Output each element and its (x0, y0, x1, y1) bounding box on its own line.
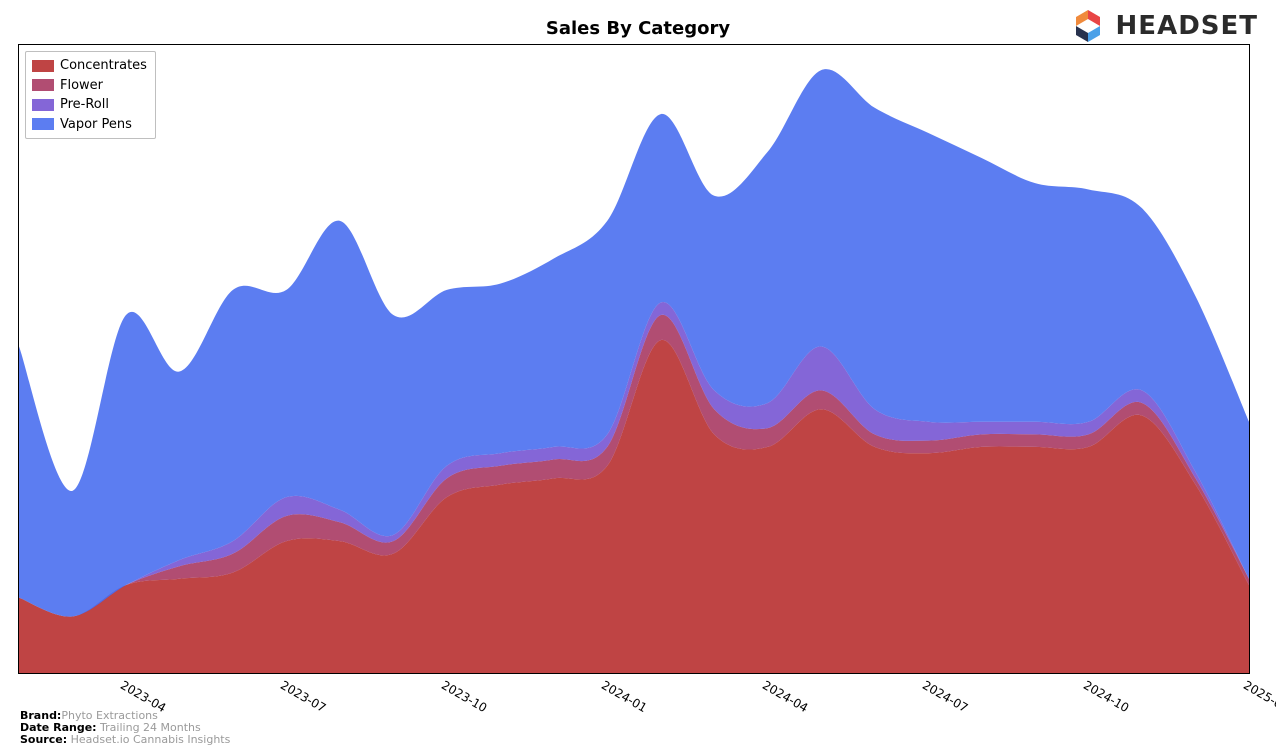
x-tick-label: 2024-01 (599, 678, 649, 715)
x-tick-label: 2023-10 (439, 678, 489, 715)
legend-label: Vapor Pens (60, 115, 132, 135)
legend-swatch (32, 118, 54, 130)
chart-footer: Brand:Phyto ExtractionsDate Range: Trail… (20, 710, 230, 746)
headset-logo: HEADSET (1068, 6, 1258, 46)
x-tick-label: 2024-10 (1081, 678, 1131, 715)
x-tick-label: 2023-07 (278, 678, 328, 715)
plot-area: ConcentratesFlowerPre-RollVapor Pens (18, 44, 1250, 674)
x-tick-label: 2024-04 (760, 678, 810, 715)
stacked-area-svg (19, 45, 1249, 673)
legend: ConcentratesFlowerPre-RollVapor Pens (25, 51, 156, 139)
footer-key: Brand: (20, 709, 61, 722)
footer-key: Date Range: (20, 721, 97, 734)
legend-swatch (32, 99, 54, 111)
footer-value: Trailing 24 Months (97, 721, 201, 734)
legend-item-vapor-pens: Vapor Pens (32, 115, 147, 135)
footer-key: Source: (20, 733, 67, 746)
x-tick-label: 2025-01 (1241, 678, 1276, 715)
x-tick-label: 2024-07 (920, 678, 970, 715)
legend-swatch (32, 60, 54, 72)
legend-label: Pre-Roll (60, 95, 109, 115)
headset-logo-icon (1068, 6, 1108, 46)
legend-item-concentrates: Concentrates (32, 56, 147, 76)
footer-value: Phyto Extractions (61, 709, 158, 722)
legend-label: Concentrates (60, 56, 147, 76)
chart-container: Sales By Category HEADSET ConcentratesFl… (0, 0, 1276, 748)
footer-line: Source: Headset.io Cannabis Insights (20, 734, 230, 746)
legend-item-pre-roll: Pre-Roll (32, 95, 147, 115)
headset-logo-text: HEADSET (1116, 11, 1258, 41)
legend-item-flower: Flower (32, 76, 147, 96)
footer-value: Headset.io Cannabis Insights (67, 733, 230, 746)
legend-label: Flower (60, 76, 103, 96)
legend-swatch (32, 79, 54, 91)
